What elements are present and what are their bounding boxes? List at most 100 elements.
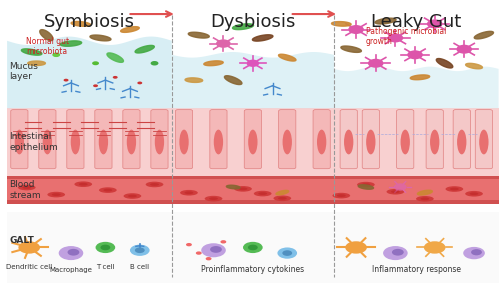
Ellipse shape: [209, 197, 218, 200]
Ellipse shape: [394, 183, 406, 191]
Text: Symbiosis: Symbiosis: [44, 12, 135, 31]
Ellipse shape: [180, 130, 188, 154]
FancyBboxPatch shape: [244, 110, 262, 169]
FancyBboxPatch shape: [313, 110, 330, 169]
Ellipse shape: [471, 249, 482, 255]
Ellipse shape: [52, 53, 60, 57]
Ellipse shape: [184, 191, 194, 194]
Ellipse shape: [104, 189, 112, 191]
Polygon shape: [120, 27, 140, 32]
Ellipse shape: [366, 130, 376, 154]
Ellipse shape: [135, 247, 144, 253]
Ellipse shape: [216, 39, 230, 48]
Ellipse shape: [357, 182, 374, 187]
Polygon shape: [418, 190, 432, 195]
Text: Mucus
layer: Mucus layer: [10, 62, 38, 82]
Text: T cell: T cell: [96, 264, 114, 270]
Ellipse shape: [407, 50, 423, 59]
Ellipse shape: [391, 190, 400, 193]
Ellipse shape: [317, 130, 326, 154]
Text: Macrophage: Macrophage: [50, 267, 92, 273]
Ellipse shape: [278, 247, 297, 259]
Polygon shape: [358, 185, 374, 189]
Polygon shape: [60, 41, 82, 46]
Ellipse shape: [282, 130, 292, 154]
Ellipse shape: [344, 130, 354, 154]
Ellipse shape: [388, 34, 404, 42]
Bar: [7, 212, 498, 283]
Ellipse shape: [128, 195, 137, 197]
FancyBboxPatch shape: [210, 110, 227, 169]
Ellipse shape: [392, 249, 404, 256]
Text: Inflammatory response: Inflammatory response: [372, 265, 461, 274]
Text: Dysbiosis: Dysbiosis: [210, 12, 296, 31]
Ellipse shape: [383, 246, 407, 260]
Polygon shape: [71, 22, 90, 26]
FancyBboxPatch shape: [453, 110, 470, 169]
Ellipse shape: [196, 251, 202, 255]
Polygon shape: [107, 53, 124, 62]
Ellipse shape: [220, 240, 226, 243]
Bar: [7, 201, 498, 204]
Ellipse shape: [98, 130, 108, 154]
Ellipse shape: [278, 197, 287, 200]
Ellipse shape: [427, 19, 442, 28]
Ellipse shape: [368, 59, 384, 68]
FancyBboxPatch shape: [39, 110, 56, 169]
FancyBboxPatch shape: [426, 110, 444, 169]
Ellipse shape: [470, 192, 478, 195]
Ellipse shape: [248, 130, 258, 154]
Polygon shape: [226, 185, 240, 189]
Ellipse shape: [68, 249, 80, 256]
Ellipse shape: [450, 188, 459, 191]
Ellipse shape: [146, 182, 164, 187]
Polygon shape: [90, 35, 111, 41]
Ellipse shape: [234, 186, 252, 192]
Polygon shape: [40, 30, 53, 41]
Ellipse shape: [79, 183, 88, 186]
Ellipse shape: [348, 25, 364, 34]
FancyBboxPatch shape: [67, 110, 84, 169]
FancyBboxPatch shape: [151, 110, 168, 169]
Ellipse shape: [201, 243, 226, 257]
FancyBboxPatch shape: [362, 110, 380, 169]
Ellipse shape: [254, 191, 272, 197]
Ellipse shape: [446, 186, 463, 192]
Ellipse shape: [424, 241, 446, 254]
Text: Blood
stream: Blood stream: [10, 180, 41, 199]
Ellipse shape: [206, 257, 212, 260]
Polygon shape: [232, 24, 254, 30]
Ellipse shape: [246, 60, 259, 67]
Polygon shape: [224, 76, 242, 85]
Ellipse shape: [96, 242, 115, 253]
Bar: [172, 1, 334, 283]
Polygon shape: [185, 78, 202, 82]
FancyBboxPatch shape: [278, 110, 296, 169]
FancyBboxPatch shape: [95, 110, 112, 169]
Ellipse shape: [479, 130, 488, 154]
Ellipse shape: [22, 186, 31, 189]
Ellipse shape: [457, 130, 466, 154]
Polygon shape: [332, 22, 351, 26]
Text: Normal gut
microbiota: Normal gut microbiota: [26, 37, 69, 56]
Ellipse shape: [127, 130, 136, 154]
Ellipse shape: [456, 45, 472, 54]
Text: Dendritic cell: Dendritic cell: [6, 264, 52, 270]
Ellipse shape: [180, 190, 198, 196]
Text: Proinflammatory cytokines: Proinflammatory cytokines: [202, 265, 304, 274]
Ellipse shape: [93, 84, 98, 87]
Ellipse shape: [99, 187, 116, 193]
Ellipse shape: [416, 196, 434, 202]
Ellipse shape: [18, 185, 36, 190]
Text: Pathogenic microbial
growth: Pathogenic microbial growth: [366, 27, 446, 46]
Ellipse shape: [100, 245, 110, 250]
Ellipse shape: [400, 130, 410, 154]
Ellipse shape: [274, 195, 291, 201]
Polygon shape: [278, 54, 296, 61]
Ellipse shape: [238, 187, 248, 190]
Polygon shape: [276, 190, 288, 195]
Bar: [334, 1, 498, 283]
Ellipse shape: [258, 192, 267, 195]
Ellipse shape: [362, 183, 370, 186]
Bar: [7, 176, 498, 179]
